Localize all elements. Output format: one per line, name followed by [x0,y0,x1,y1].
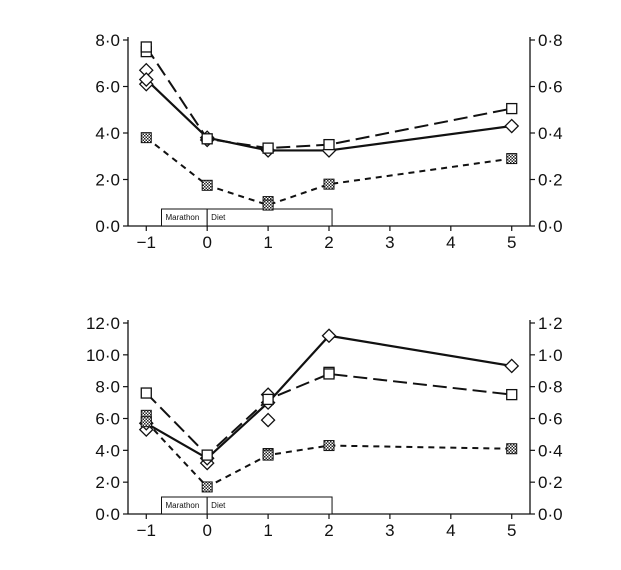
chart-panel-a: −1 0 1 2 3 4 5 0·0 2·0 4·0 6·0 8·0 0·0 0·2 0·4 0·6 0·8 Ma… [95,31,562,252]
panel-b-y-tick-label: 0·0 [95,505,120,524]
panel-a-x-tick-label: 0 [202,233,211,252]
panel-a-series-line-2 [145,136,512,207]
chart-panel-b: −1 0 1 2 3 4 5 0·0 2·0 4·0 6·0 8·0 10·0 12·0 0·0 0·2 0·4… [86,314,563,540]
panel-b-y2-tick-label: 0·6 [538,410,563,429]
panel-b-y2-tick-label: 1·2 [538,314,563,333]
panel-b-y-tick-label: 6·0 [95,410,120,429]
panel-b-y-tick-label: 4·0 [95,441,120,460]
panel-a-y2-tick-label: 0·4 [538,124,563,143]
panel-b-y2-tick-label: 0·2 [538,473,563,492]
panel-a-series-point-2 [506,153,518,165]
panel-a-series-point-2 [262,199,274,211]
panel-a-y-tick-label: 8·0 [95,31,120,50]
panel-a-y-tick-label: 2·0 [95,171,120,190]
panel-a-y-tick-label: 6·0 [95,78,120,97]
panel-b-y2-tick-label: 0·0 [538,505,563,524]
panel-b-series-point-1 [201,449,213,461]
panel-a-period-box-label-0: Marathon [166,213,200,222]
panel-a-series-point-2 [323,178,335,190]
panel-a-y2-tick-label: 0·8 [538,31,563,50]
panel-b-x-tick-label: 4 [446,521,455,540]
panel-b-series-point-2 [506,443,518,455]
panel-b-y-tick-label: 12·0 [86,314,120,333]
panel-a-series-point-1 [323,138,335,151]
panel-b-x-tick-label: 5 [507,521,516,540]
panel-b-series-point-0 [321,328,337,344]
panel-b-x-tick-label: 2 [324,521,333,540]
panel-b-series-point-1 [506,388,518,401]
panel-b-series-point-1 [323,368,335,380]
panel-b-x-tick-label: 0 [202,521,211,540]
panel-a-x-tick-label: 4 [446,233,455,252]
panel-b-series-point-2 [323,440,335,452]
panel-b-series-point-0 [504,358,520,374]
panel-b-series-line-0 [145,334,512,460]
panel-a-x-tick-label: 3 [385,233,394,252]
panel-a-series-point-1 [201,133,213,145]
panel-b-series-point-2 [140,416,152,428]
panel-b-y2-tick-label: 0·8 [538,378,563,397]
panel-b-y-tick-label: 10·0 [86,346,120,365]
panel-b-y2-tick-label: 0·4 [538,441,563,460]
panel-a-series-point-0 [138,72,154,87]
panel-a-series-point-2 [140,132,152,144]
panel-b-y2-tick-label: 1·0 [538,346,563,365]
panel-a-x-tick-label: 1 [263,233,272,252]
panel-b-period-box-1 [206,496,333,515]
panel-a-series-point-0 [504,118,520,134]
panel-b-x-tick-label: 3 [385,521,394,540]
panel-b-series-point-1 [140,387,152,399]
panel-a-y2-tick-label: 0·0 [538,217,563,236]
panel-b-series-point-2 [262,449,274,461]
panel-b-series-point-1 [262,393,274,406]
panel-a-y-tick-label: 4·0 [95,124,120,143]
panel-a-x-tick-label: 5 [507,233,516,252]
panel-b-period-box-label-0: Marathon [166,501,200,510]
panel-b-x-tick-label: −1 [137,521,156,540]
panel-a-y-tick-label: 0·0 [95,217,120,236]
panel-b-series-point-0 [260,412,276,428]
panel-a-series-point-1 [506,102,518,115]
panel-b-y-tick-label: 2·0 [95,473,120,492]
panel-b-period-box-label-1: Diet [211,501,226,510]
panel-b-x-tick-label: 1 [263,521,272,540]
panel-a-y2-tick-label: 0·6 [538,78,563,97]
panel-a-x-tick-label: −1 [137,233,156,252]
panel-b-series-point-2 [201,481,213,493]
panel-a-series-point-2 [201,179,213,191]
panel-a-series-point-1 [140,41,152,53]
panel-a-period-box-1 [206,208,333,227]
panel-a-x-tick-label: 2 [324,233,333,252]
panel-a-period-box-label-1: Diet [211,213,226,222]
panel-a-y2-tick-label: 0·2 [538,171,563,190]
panel-b-y-tick-label: 8·0 [95,378,120,397]
panel-a-series-point-1 [262,142,274,154]
